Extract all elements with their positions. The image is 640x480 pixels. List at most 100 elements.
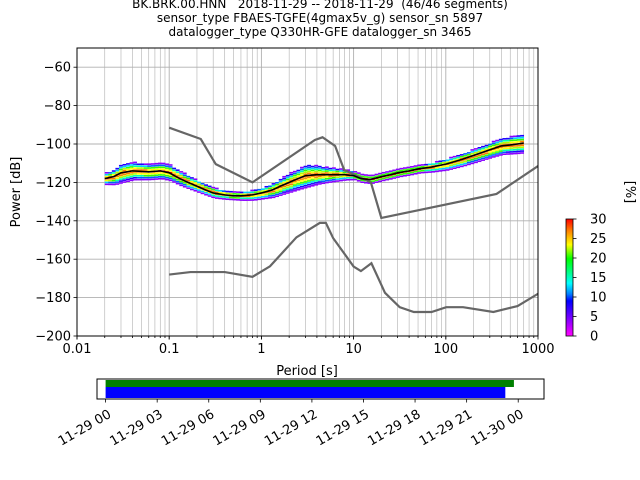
heatmap-cell [186,179,191,182]
heatmap-cell [285,190,290,192]
heatmap-cell [491,144,496,147]
heatmap-cell [154,162,159,165]
heatmap-cell [271,190,276,193]
heatmap-cell [331,173,336,175]
heatmap-cell [179,171,184,173]
heatmap-cell [289,173,294,176]
heatmap-cell [505,145,510,148]
heatmap-cell [161,176,166,178]
heatmap-cell [339,179,343,182]
heatmap-cell [388,178,393,180]
heatmap-cell [278,186,283,189]
heatmap-cell [349,178,354,181]
heatmap-cell [136,163,141,166]
heatmap-cell [367,182,372,184]
heatmap-cell [150,168,155,171]
heatmap-cell [513,147,517,149]
heatmap-cell [420,164,425,166]
heatmap-cell [509,147,514,149]
heatmap-cell [470,149,475,151]
heatmap-cell [179,174,184,177]
heatmap-cell [324,176,329,178]
heatmap-cell [211,190,216,193]
heatmap-cell [165,169,169,171]
heatmap-cell [477,147,482,149]
heatmap-cell [115,181,120,183]
heatmap-cell [516,150,521,153]
heatmap-cell [243,195,248,198]
heatmap-cell [186,185,191,188]
heatmap-cell [253,189,258,192]
heatmap-cell [172,169,177,172]
heatmap-cell [339,168,343,170]
heatmap-cell [136,169,141,171]
heatmap-cell [246,191,251,194]
heatmap-cell [189,188,194,191]
heatmap-cell [296,181,301,183]
heatmap-cell [353,172,358,175]
heatmap-cell [197,191,201,193]
heatmap-cell [147,167,152,169]
heatmap-cell [324,168,329,170]
heatmap-cell [502,145,507,148]
heatmap-cell [285,176,290,179]
heatmap-cell [175,182,180,185]
heatmap-cell [278,178,283,181]
heatmap-cell [520,148,525,150]
heatmap-cell [175,178,180,181]
heatmap-cell [161,172,166,174]
heatmap-cell [513,145,517,147]
heatmap-cell [431,169,436,171]
heatmap-cell [168,179,173,182]
heatmap-cell [257,194,262,197]
heatmap-cell [300,182,304,184]
heatmap-cell [218,195,223,198]
heatmap-cell [154,174,159,177]
heatmap-cell [495,149,500,151]
heatmap-cell [133,171,138,173]
heatmap-cell [239,191,244,194]
heatmap-cell [356,178,361,180]
heatmap-cell [452,167,457,169]
heatmap-cell [449,160,454,163]
heatmap-cell [449,164,454,167]
heatmap-cell [317,175,322,178]
heatmap-cell [204,186,209,188]
heatmap-cell [399,169,404,172]
heatmap-cell [200,192,205,195]
heatmap-cell [349,176,354,179]
heatmap-cell [303,183,308,185]
new-low-noise-model-line [169,221,538,314]
heatmap-cell [459,165,464,168]
heatmap-cell [140,167,145,169]
heatmap-cell [335,180,340,182]
heatmap-cell [136,167,141,169]
heatmap-cell [129,171,134,174]
heatmap-cell [214,187,219,190]
heatmap-cell [218,191,223,194]
heatmap-cell [246,199,251,201]
heatmap-cell [452,163,457,166]
timeline-tick-label: 11-29 00 [56,407,114,449]
heatmap-cell [221,190,226,192]
heatmap-cell [150,172,155,175]
heatmap-cell [239,197,244,199]
heatmap-cell [406,168,411,171]
heatmap-cell [147,174,152,177]
heatmap-cell [108,177,113,180]
heatmap-cell [168,166,173,168]
y-axis-label: Power [dB] [9,157,24,228]
heatmap-cell [371,176,375,179]
heatmap-cell [158,176,162,178]
heatmap-cell [442,167,446,170]
heatmap-cell [271,183,276,185]
heatmap-cell [520,138,525,141]
heatmap-cell [168,173,173,176]
heatmap-cell [285,178,290,181]
heatmap-cell [321,169,326,171]
heatmap-cell [250,199,255,201]
heatmap-cell [300,168,304,171]
heatmap-cell [189,177,194,179]
heatmap-cell [324,181,329,184]
heatmap-cell [481,159,485,161]
